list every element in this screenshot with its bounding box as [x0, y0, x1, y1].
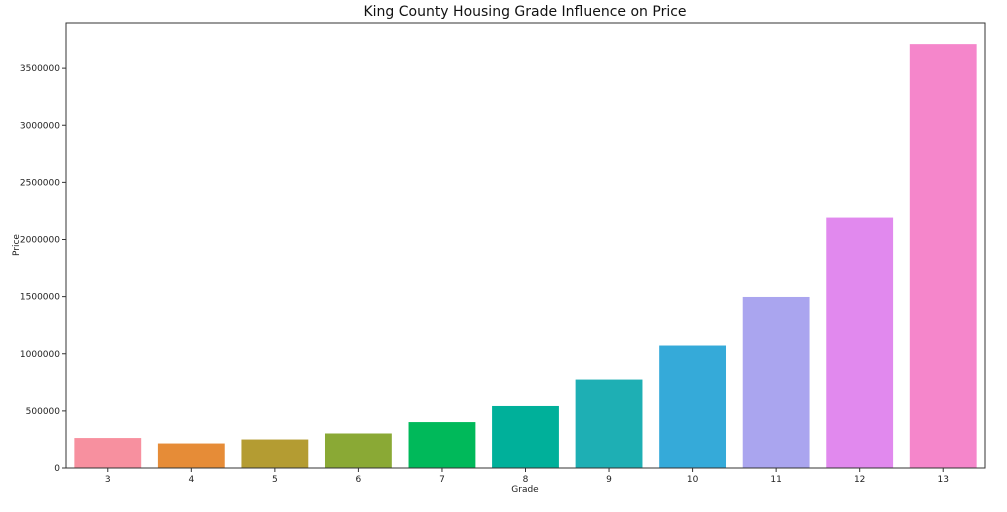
- x-tick-label: 5: [272, 475, 278, 485]
- bar-grade-3: [74, 438, 141, 468]
- y-tick-label: 1500000: [20, 293, 60, 303]
- y-tick-label: 3000000: [20, 121, 60, 131]
- x-tick-label: 3: [105, 475, 111, 485]
- bar-grade-4: [158, 444, 225, 468]
- bar-grade-9: [576, 380, 643, 468]
- bar-grade-8: [492, 406, 559, 468]
- bar-grade-13: [910, 44, 977, 468]
- y-tick-label: 2500000: [20, 178, 60, 188]
- x-tick-label: 6: [356, 475, 362, 485]
- chart-title: King County Housing Grade Influence on P…: [363, 4, 686, 20]
- x-ticks-group: 3 4 5 6 7 8 9 10 11 12 13: [105, 468, 949, 485]
- x-tick-label: 10: [687, 475, 699, 485]
- bar-grade-11: [743, 297, 810, 468]
- y-tick-label: 2000000: [20, 236, 60, 246]
- bar-grade-10: [659, 346, 726, 468]
- y-tick-label: 1000000: [20, 350, 60, 360]
- x-tick-label: 11: [770, 475, 781, 485]
- y-tick-label: 3500000: [20, 64, 60, 74]
- y-tick-label: 0: [54, 464, 60, 474]
- bar-grade-6: [325, 433, 392, 468]
- bars-group: [74, 44, 976, 468]
- bar-grade-5: [241, 440, 308, 468]
- y-tick-label: 500000: [26, 407, 61, 417]
- x-tick-label: 12: [854, 475, 865, 485]
- x-tick-label: 7: [439, 475, 445, 485]
- x-tick-label: 8: [523, 475, 529, 485]
- y-ticks-group: 0 500000 1000000 1500000 2000000 2500000 30000…: [20, 64, 66, 474]
- bar-grade-7: [409, 422, 476, 468]
- x-tick-label: 13: [938, 475, 949, 485]
- x-axis-label: Grade: [511, 485, 539, 495]
- x-tick-label: 9: [606, 475, 612, 485]
- bar-grade-12: [826, 218, 893, 468]
- x-tick-label: 4: [188, 475, 194, 485]
